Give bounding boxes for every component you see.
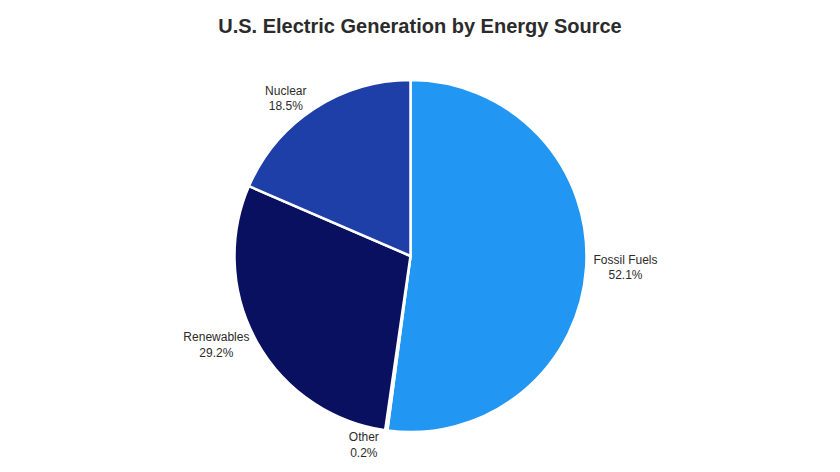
svg-text:U.S. Electric Generation by En: U.S. Electric Generation by Energy Sourc… [218, 15, 621, 37]
svg-text:Other0.2%: Other0.2% [349, 430, 379, 460]
svg-text:Nuclear18.5%: Nuclear18.5% [265, 84, 306, 114]
svg-text:Renewables29.2%: Renewables29.2% [183, 330, 249, 360]
svg-text:Fossil Fuels52.1%: Fossil Fuels52.1% [594, 253, 658, 283]
